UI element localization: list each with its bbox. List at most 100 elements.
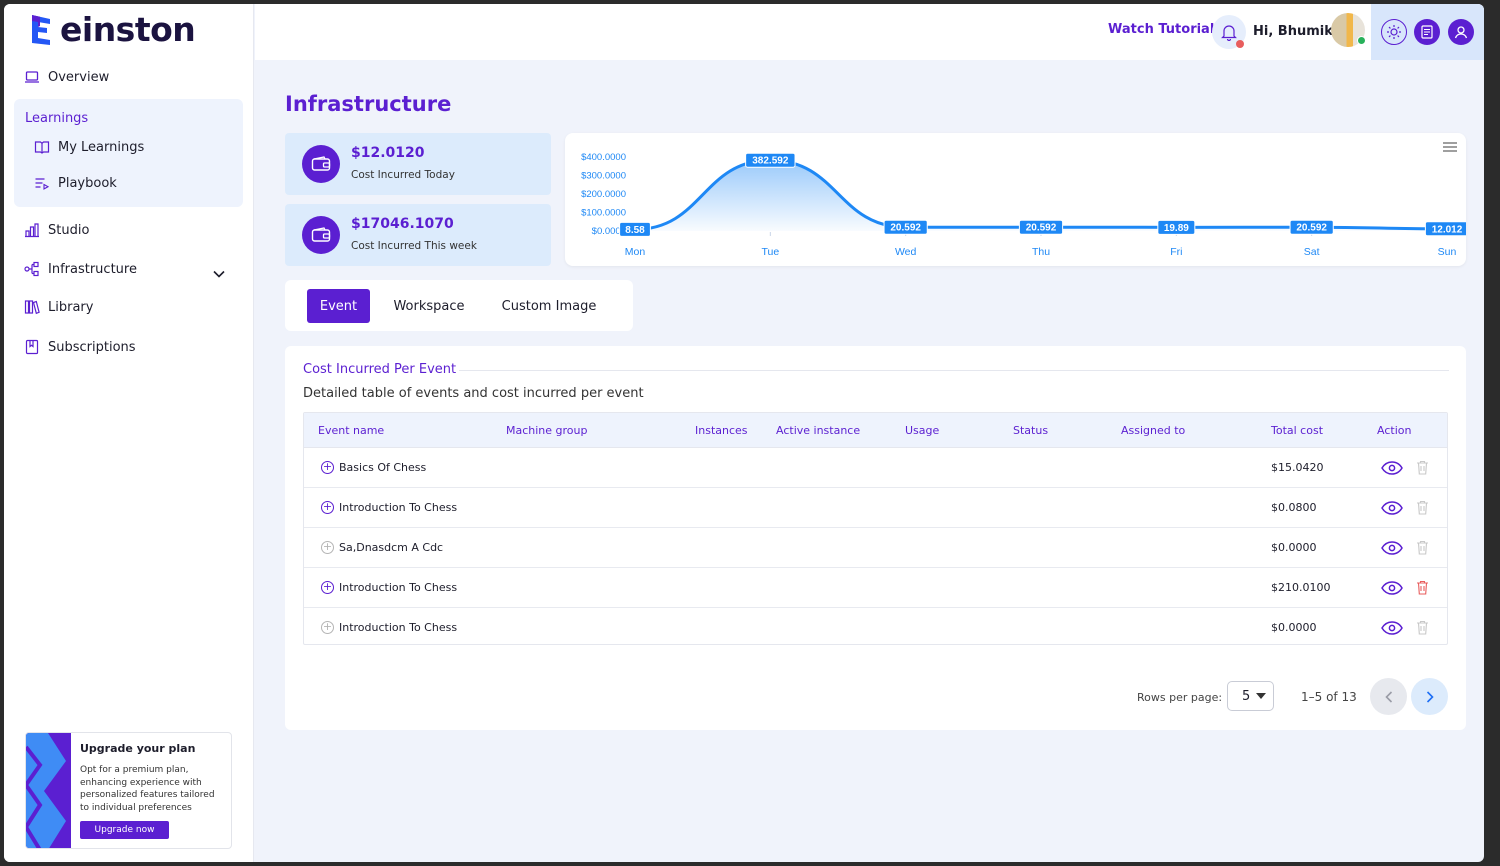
- expand-row-icon[interactable]: +: [321, 580, 334, 594]
- quick-actions: [1371, 4, 1484, 60]
- delete-trash-icon[interactable]: [1416, 580, 1429, 595]
- data-label-text: 19.89: [1164, 223, 1189, 234]
- notification-badge: [1236, 40, 1244, 48]
- delete-trash-icon[interactable]: [1416, 500, 1429, 515]
- view-eye-icon[interactable]: [1381, 461, 1403, 475]
- documents-button[interactable]: [1414, 19, 1441, 45]
- event-name: Sa,Dnasdcm A Cdc: [339, 541, 444, 554]
- x-tick-label: Fri: [1170, 246, 1182, 258]
- tab-custom-image[interactable]: Custom Image: [501, 298, 597, 314]
- next-page-button[interactable]: [1411, 678, 1448, 715]
- expand-row-icon[interactable]: +: [321, 500, 334, 514]
- cost-week-label: Cost Incurred This week: [351, 240, 477, 252]
- rows-per-page-select[interactable]: 5: [1227, 681, 1274, 711]
- delete-trash-icon[interactable]: [1416, 620, 1429, 635]
- column-header[interactable]: Instances: [695, 424, 748, 437]
- data-label: 20.592: [1018, 219, 1064, 235]
- event-tabs: Event Workspace Custom Image: [285, 280, 633, 331]
- data-label-text: 20.592: [1026, 223, 1057, 234]
- learnings-title[interactable]: Learnings: [25, 111, 89, 126]
- table-row: + Introduction To Chess $0.0800: [304, 488, 1447, 528]
- view-eye-icon[interactable]: [1381, 581, 1403, 595]
- laptop-icon: [25, 71, 39, 83]
- sidebar-item-label: Overview: [48, 69, 110, 85]
- sidebar-item-playbook[interactable]: Playbook: [34, 175, 117, 191]
- data-label-text: 20.592: [1296, 223, 1327, 234]
- x-tick-label: Wed: [895, 246, 917, 258]
- series-area: [635, 160, 1447, 231]
- books-icon: [24, 300, 40, 315]
- column-header[interactable]: Status: [1013, 424, 1049, 437]
- x-tick-label: Mon: [625, 246, 646, 258]
- user-greeting: Hi, Bhumika: [1253, 24, 1342, 39]
- total-cost: $0.0000: [1271, 621, 1317, 634]
- delete-trash-icon[interactable]: [1416, 540, 1429, 555]
- caret-down-icon: [1256, 693, 1267, 699]
- rows-per-page-value: 5: [1242, 688, 1251, 704]
- bookmark-book-icon: [25, 339, 39, 355]
- sidebar-item-my-learnings[interactable]: My Learnings: [34, 139, 144, 155]
- avatar[interactable]: [1331, 13, 1366, 47]
- y-tick-label: $100.0000: [581, 208, 626, 219]
- bell-icon: [1221, 24, 1237, 41]
- chevron-left-icon: [1384, 690, 1392, 703]
- network-icon: [24, 261, 39, 277]
- data-label-text: 382.592: [752, 156, 789, 167]
- event-name: Introduction To Chess: [339, 581, 458, 594]
- weekly-cost-chart: $0.0000 $100.0000 $200.0000 $300.0000 $400.0…: [565, 133, 1466, 266]
- column-header[interactable]: Event name: [318, 424, 385, 437]
- view-eye-icon[interactable]: [1381, 501, 1403, 515]
- online-status-dot: [1357, 36, 1366, 45]
- learnings-group: Learnings My Learnings Playbook: [14, 99, 243, 207]
- view-eye-icon[interactable]: [1381, 621, 1403, 635]
- upgrade-illustration: [26, 733, 71, 848]
- sidebar-item-label: My Learnings: [58, 139, 145, 155]
- delete-trash-icon[interactable]: [1416, 460, 1429, 475]
- table-row: + Introduction To Chess $210.0100: [304, 568, 1447, 608]
- total-cost: $15.0420: [1271, 461, 1324, 474]
- sidebar-item-subscriptions[interactable]: Subscriptions: [24, 339, 136, 355]
- network-settings-button[interactable]: [1380, 19, 1407, 45]
- column-header: Action: [1377, 424, 1412, 437]
- sidebar-item-library[interactable]: Library: [24, 299, 93, 315]
- data-label: 20.592: [1289, 219, 1334, 235]
- column-header[interactable]: Total cost: [1271, 424, 1324, 437]
- total-cost: $0.0000: [1271, 541, 1317, 554]
- previous-page-button[interactable]: [1370, 678, 1407, 715]
- y-tick-label: $200.0000: [581, 189, 626, 200]
- notifications-button[interactable]: [1212, 15, 1246, 49]
- sidebar-item-label: Studio: [48, 222, 90, 238]
- x-tick-label: Sat: [1304, 246, 1320, 258]
- expand-row-icon[interactable]: +: [321, 460, 334, 474]
- watch-tutorial-link[interactable]: Watch Tutorial: [1108, 22, 1215, 37]
- view-eye-icon[interactable]: [1381, 541, 1403, 555]
- data-label: 12.012: [1424, 221, 1466, 237]
- page-title: Infrastructure: [285, 92, 452, 116]
- cost-week-card: $17046.1070 Cost Incurred This week: [285, 204, 551, 266]
- sidebar-item-label: Infrastructure: [48, 261, 137, 277]
- sidebar-item-label: Library: [48, 299, 94, 315]
- tab-event[interactable]: Event: [307, 289, 370, 323]
- upgrade-now-button[interactable]: Upgrade now: [80, 821, 169, 839]
- expand-row-icon[interactable]: +: [321, 620, 334, 634]
- divider: [459, 370, 1449, 371]
- column-header[interactable]: Machine group: [506, 424, 588, 437]
- sidebar-item-infrastructure[interactable]: Infrastructure: [24, 261, 137, 277]
- chart-menu-icon[interactable]: [1443, 142, 1457, 152]
- logo[interactable]: einston: [30, 10, 196, 49]
- expand-row-icon[interactable]: +: [321, 540, 334, 554]
- data-label-text: 12.012: [1432, 224, 1463, 235]
- table-row: + Introduction To Chess $0.0000: [304, 608, 1447, 644]
- profile-button[interactable]: [1448, 19, 1475, 45]
- data-label-box: [1018, 219, 1064, 235]
- data-label: 8.58: [619, 221, 651, 237]
- sidebar-item-studio[interactable]: Studio: [24, 222, 89, 238]
- data-label-text: 20.592: [890, 223, 921, 234]
- chevron-down-icon[interactable]: [213, 270, 225, 278]
- sidebar-item-overview[interactable]: Overview: [24, 69, 109, 85]
- column-header[interactable]: Assigned to: [1121, 424, 1186, 437]
- column-header[interactable]: Usage: [905, 424, 940, 437]
- table-header: Event name Machine group Instances Activ…: [304, 413, 1447, 448]
- column-header[interactable]: Active instance: [776, 424, 861, 437]
- tab-workspace[interactable]: Workspace: [393, 298, 465, 314]
